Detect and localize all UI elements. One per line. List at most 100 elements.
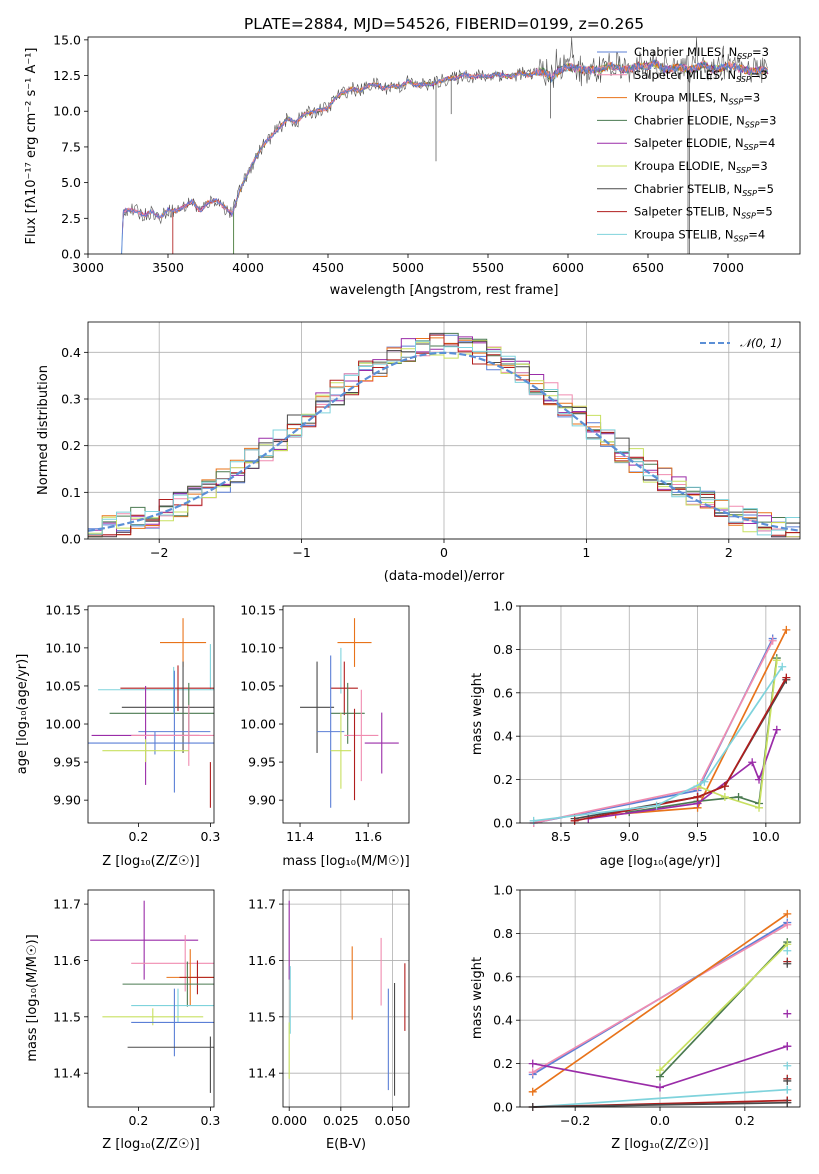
legend-entry-name: Kroupa MILES, N [634,91,729,105]
mass-weight-marker [768,636,777,645]
mass-weight-marker [652,801,661,810]
gaussian-curve [87,351,801,532]
x-tick-label: 0.000 [271,1113,307,1128]
age-vs-Z-frame [87,605,215,824]
mass-weight-marker [528,1068,537,1077]
legend-entry: Kroupa MILES, NSSP=3 [634,91,760,107]
legend-entry: Chabrier STELIB, NSSP=5 [634,182,774,198]
legend-entry-value: =3 [751,159,768,173]
x-tick-label: 11.4 [286,829,314,844]
x-tick-label: 3500 [152,260,184,275]
spectrum-series-line [121,59,769,255]
legend-entry-name: Chabrier STELIB, N [634,182,742,196]
legend-entry: Chabrier MILES, NSSP=3 [634,45,769,61]
y-tick-label: 9.90 [53,793,81,808]
y-tick-label: 9.95 [53,755,81,770]
legend-entry-name: Chabrier MILES, N [634,45,737,59]
legend-entry-name: Kroupa ELODIE, N [634,159,736,173]
legend-entry-value: =3 [760,113,777,127]
legend-entry-name: Chabrier ELODIE, N [634,113,745,127]
spectrum-xlabel: wavelength [Angstrom, rest frame] [330,283,559,298]
spectrum-series-line [121,60,768,234]
y-tick-label: 0.4 [493,1013,513,1028]
age-vs-Z-xlabel: Z [log₁₀(Z/Z☉)] [102,854,199,869]
residual-histograms [87,332,801,538]
y-tick-label: 11.5 [53,1009,81,1024]
y-tick-label: 11.4 [53,1066,81,1081]
mass-weight-line [532,1101,788,1108]
spectrum-lines [121,37,769,255]
mass-weight-marker [529,816,538,825]
x-tick-label: 8.5 [551,829,571,844]
legend-entry-sub: SSP [736,75,751,84]
mass-weight-marker [748,758,757,767]
x-tick-label: 0 [440,545,448,560]
y-tick-label: 0.1 [61,485,81,500]
legend-entry-name: Salpeter STELIB, N [634,205,741,219]
y-tick-label: 10.00 [45,717,81,732]
x-tick-label: 7000 [712,260,744,275]
legend-entry-sub: SSP [737,52,752,61]
legend-entry-sub: SSP [734,234,749,243]
x-tick-label: 9.0 [619,829,639,844]
legend-entry-value: =3 [752,45,769,59]
mass-weight-line [532,1088,788,1108]
spectrum-ylabel: Flux [fλ10⁻¹⁷ erg cm⁻² s⁻¹ A⁻¹] [24,48,39,245]
y-tick-label: 15.0 [53,32,81,47]
y-tick-label: 10.15 [45,602,81,617]
x-tick-label: 0.050 [375,1113,411,1128]
legend-entry-sub: SSP [729,98,744,107]
spectrum-plot: 3000 3500 4000 4500 5000 5500 6000 6500 7000 0.0 2… [24,32,801,298]
y-tick-label: 11.6 [248,953,276,968]
y-tick-label: 0.0 [493,816,513,831]
y-tick-label: 0.6 [493,685,513,700]
x-tick-label: 1 [582,545,590,560]
mass-weight-marker [656,1066,664,1075]
y-tick-label: 10.05 [45,678,81,693]
mass-weight-marker [528,1087,537,1096]
x-tick-label: −0.2 [560,1113,590,1128]
x-tick-label: 0.3 [200,1113,220,1128]
x-tick-label: 0.025 [323,1113,359,1128]
mass-weight-marker [720,782,729,791]
x-tick-label: 0.2 [128,1113,148,1128]
x-tick-label: 11.6 [354,829,382,844]
y-tick-label: 2.5 [61,211,81,226]
mass-weight-marker [734,792,743,801]
legend-entry-sub: SSP [742,189,757,198]
mass-weight-marker [783,1009,792,1018]
age-vs-mass-xlabel: mass [log₁₀(M/M☉)] [282,854,409,869]
y-tick-label: 1.0 [493,883,513,898]
legend-entry-value: =5 [757,182,774,196]
mass-weight-marker [755,803,764,812]
y-tick-label: 0.3 [61,392,81,407]
y-tick-label: 1.0 [493,599,513,614]
x-tick-label: 0.0 [650,1113,670,1128]
mass-weight-marker [783,1076,792,1085]
legend-entry: Salpeter ELODIE, NSSP=4 [634,136,775,152]
mass-weight-marker [778,662,787,671]
mass-vs-Z-xlabel: Z [log₁₀(Z/Z☉)] [102,1137,199,1152]
legend-entry-value: =4 [748,227,765,241]
mass-weight-line [659,943,788,1071]
spectrum-frame [87,36,801,255]
y-tick-label: 11.4 [248,1066,276,1081]
legend-entry: Chabrier ELODIE, NSSP=3 [634,113,776,129]
y-tick-label: 11.5 [248,1009,276,1024]
mass-weight-marker [693,792,702,801]
mass-vs-EBV-xlabel: E(B-V) [326,1137,366,1152]
mass-vs-Z-frame [87,889,215,1108]
y-tick-label: 10.05 [240,678,276,693]
y-tick-label: 10.10 [240,640,276,655]
age-vs-mass-frame [282,605,410,824]
mass-weight-marker [570,816,579,825]
residual-histogram [88,340,800,538]
y-tick-label: 9.95 [248,755,276,770]
y-tick-label: 10.10 [45,640,81,655]
x-tick-label: 2 [725,545,733,560]
y-tick-label: 12.5 [53,68,81,83]
mass-weight-marker [783,1042,792,1051]
y-tick-label: 0.2 [493,772,513,787]
y-tick-label: 0.8 [493,642,513,657]
